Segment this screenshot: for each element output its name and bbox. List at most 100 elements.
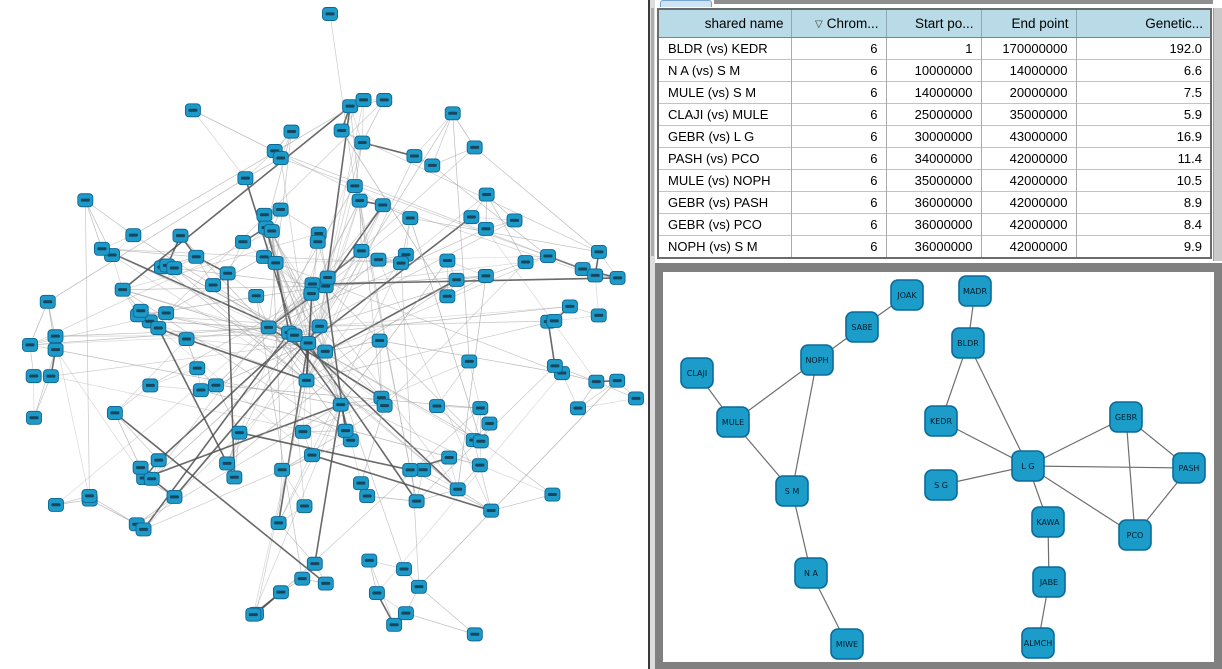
network-node[interactable] — [361, 553, 378, 568]
table-cell[interactable]: N A (vs) S M — [658, 59, 792, 82]
network-node[interactable] — [424, 158, 441, 173]
network-node[interactable] — [439, 289, 456, 304]
table-cell[interactable]: MULE (vs) NOPH — [658, 169, 792, 192]
network-node[interactable] — [294, 571, 311, 586]
table-cell[interactable]: 35000000 — [886, 169, 982, 192]
network-node[interactable] — [114, 282, 131, 297]
network-node[interactable]: KEDR — [924, 405, 958, 437]
network-node[interactable] — [546, 313, 563, 328]
table-cell[interactable]: 5.9 — [1076, 103, 1212, 126]
network-node[interactable] — [231, 425, 248, 440]
network-node[interactable] — [267, 255, 284, 270]
network-node[interactable] — [106, 406, 123, 420]
network-node[interactable] — [561, 299, 578, 314]
splitter-handle[interactable] — [651, 8, 654, 256]
network-node[interactable] — [47, 342, 64, 357]
network-node[interactable] — [226, 470, 243, 485]
column-header-chromosome[interactable]: ▽ Chrom... — [791, 9, 887, 38]
network-node[interactable] — [439, 253, 456, 268]
network-node[interactable] — [472, 401, 489, 416]
network-node[interactable] — [166, 489, 183, 504]
network-node[interactable]: PASH — [1172, 452, 1206, 484]
table-cell[interactable]: 42000000 — [981, 235, 1077, 258]
network-node[interactable] — [429, 399, 445, 414]
network-node[interactable] — [283, 124, 300, 139]
network-node[interactable]: S G — [924, 469, 958, 501]
network-node[interactable] — [150, 453, 167, 468]
network-edge[interactable] — [967, 342, 1029, 467]
network-node[interactable] — [256, 207, 273, 222]
table-cell[interactable]: 9.9 — [1076, 235, 1212, 258]
network-node[interactable] — [471, 458, 488, 473]
network-node[interactable] — [449, 482, 466, 497]
network-node[interactable] — [408, 494, 425, 509]
table-cell[interactable]: PASH (vs) PCO — [658, 147, 792, 170]
network-node[interactable]: GEBR — [1109, 401, 1143, 433]
network-node[interactable] — [317, 344, 334, 359]
network-node[interactable] — [483, 503, 500, 518]
table-cell[interactable]: 34000000 — [886, 147, 982, 170]
network-node[interactable] — [374, 198, 391, 213]
network-node[interactable]: KAWA — [1031, 506, 1065, 538]
network-node[interactable] — [481, 416, 498, 431]
overview-network-canvas[interactable]: JOAK SABE NOPH CLAJI MULE MADR BLDR KEDR GEBR L G… — [663, 272, 1214, 662]
table-row[interactable]: NOPH (vs) S M 6 36000000 42000000 9.9 — [658, 235, 1212, 258]
table-cell[interactable]: 10.5 — [1076, 169, 1212, 192]
network-node[interactable] — [207, 378, 224, 393]
network-node[interactable] — [355, 93, 372, 107]
network-node[interactable] — [39, 294, 56, 309]
table-cell[interactable]: 8.4 — [1076, 213, 1212, 236]
table-cell[interactable]: 10000000 — [886, 59, 982, 82]
network-node[interactable] — [628, 391, 644, 406]
network-node[interactable] — [393, 256, 409, 271]
network-node[interactable] — [351, 193, 368, 208]
table-cell[interactable]: 11.4 — [1076, 147, 1212, 170]
table-cell[interactable]: 8.9 — [1076, 191, 1212, 214]
network-node[interactable] — [306, 556, 323, 571]
table-cell[interactable]: 6 — [791, 81, 887, 104]
network-node[interactable] — [546, 359, 563, 373]
table-cell[interactable]: GEBR (vs) L G — [658, 125, 792, 148]
network-node[interactable] — [263, 224, 280, 238]
network-node[interactable]: BLDR — [951, 327, 985, 359]
network-node[interactable] — [448, 272, 465, 287]
network-node[interactable] — [172, 228, 189, 243]
table-cell[interactable]: 6 — [791, 147, 887, 170]
network-node[interactable] — [444, 106, 461, 121]
table-cell[interactable]: NOPH (vs) S M — [658, 235, 792, 258]
network-node[interactable] — [296, 499, 313, 514]
network-node[interactable] — [294, 424, 311, 439]
network-node[interactable]: S M — [775, 475, 809, 507]
table-cell[interactable]: 20000000 — [981, 81, 1077, 104]
column-header-start-point[interactable]: Start po... — [886, 9, 982, 38]
network-node[interactable] — [205, 278, 222, 293]
network-node[interactable]: PCO — [1118, 519, 1152, 551]
network-node[interactable] — [477, 221, 494, 236]
column-header-shared-name[interactable]: shared name — [658, 9, 792, 38]
network-node[interactable] — [132, 303, 149, 318]
table-cell[interactable]: 42000000 — [981, 213, 1077, 236]
network-node[interactable] — [466, 140, 483, 155]
network-node[interactable] — [463, 210, 480, 225]
network-node[interactable]: MIWE — [830, 628, 864, 660]
network-node[interactable] — [298, 373, 315, 388]
network-node[interactable] — [286, 328, 303, 343]
network-node[interactable] — [26, 410, 42, 425]
network-node[interactable] — [274, 462, 291, 477]
network-node[interactable] — [466, 627, 483, 642]
table-row[interactable]: GEBR (vs) L G 6 30000000 43000000 16.9 — [658, 125, 1212, 148]
network-node[interactable] — [189, 361, 206, 376]
table-panel-tab[interactable] — [660, 0, 712, 7]
table-row[interactable]: CLAJI (vs) MULE 6 25000000 35000000 5.9 — [658, 103, 1212, 126]
table-cell[interactable]: 36000000 — [886, 213, 982, 236]
network-node[interactable] — [609, 373, 626, 388]
network-node[interactable] — [150, 321, 167, 336]
table-cell[interactable]: 42000000 — [981, 147, 1077, 170]
table-cell[interactable]: GEBR (vs) PCO — [658, 213, 792, 236]
table-cell[interactable]: CLAJI (vs) MULE — [658, 103, 792, 126]
network-node[interactable] — [333, 123, 350, 138]
table-cell[interactable]: 7.5 — [1076, 81, 1212, 104]
table-cell[interactable]: 6 — [791, 191, 887, 214]
table-cell[interactable]: 192.0 — [1076, 37, 1212, 60]
table-cell[interactable]: 35000000 — [981, 103, 1077, 126]
